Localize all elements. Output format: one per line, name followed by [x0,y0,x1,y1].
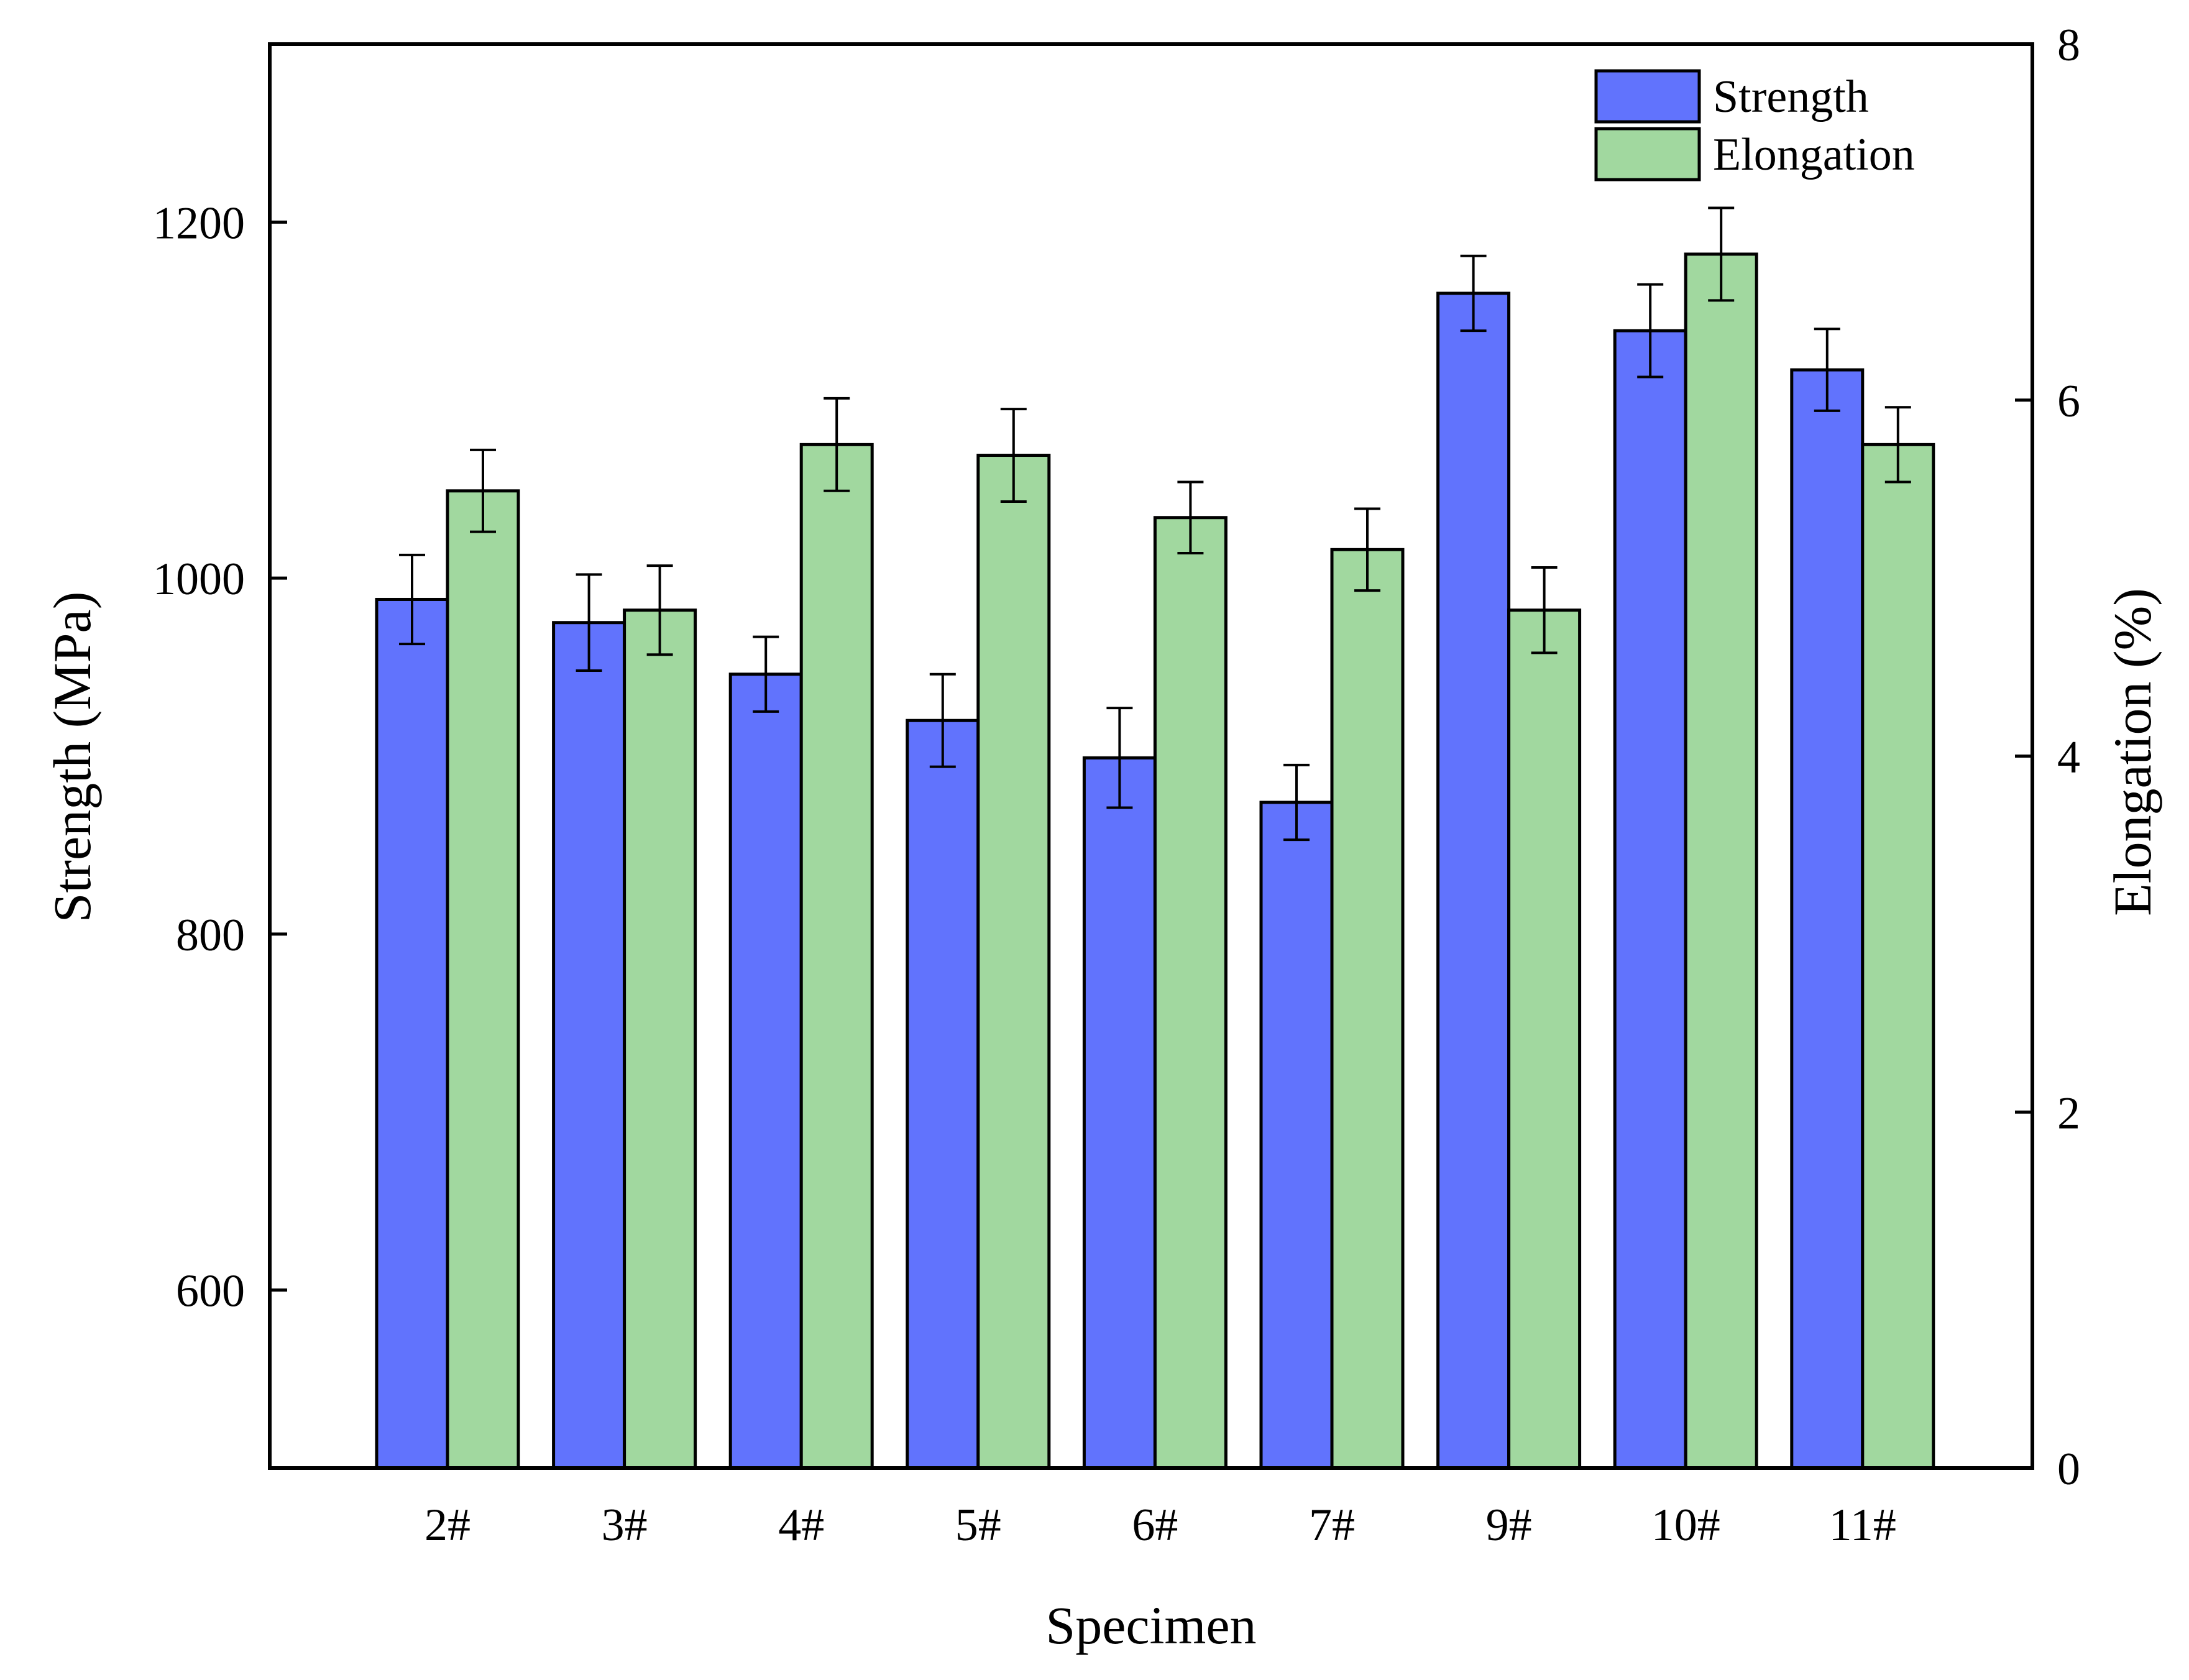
right-y-axis-label: Elongation (%) [2103,588,2162,916]
bar-strength-6 [1082,756,1157,1470]
bar-elongation-5 [976,454,1051,1470]
bar-elongation-9 [1507,608,1582,1470]
bar-strength-5 [906,718,980,1470]
legend-swatch-strength [1594,69,1701,124]
left-y-tick-label-1000: 1000 [153,554,245,605]
x-tick-label-7: 7# [1309,1500,1355,1551]
bar-elongation-11 [1861,443,1935,1470]
left-y-axis-label: Strength (MPa) [42,592,102,923]
x-tick-label-4: 4# [778,1500,824,1551]
x-tick-label-5: 5# [955,1500,1001,1551]
x-tick-label-9: 9# [1486,1500,1532,1551]
bar-elongation-2 [446,489,520,1470]
x-tick-label-11: 11# [1829,1500,1896,1551]
axes-layer: 2# 3# 4# 5# 6# 7# 9# 10# 11# 600 800 1000 1200 0 2 4 6 8 [153,20,2080,1551]
legend-label-strength: Strength [1713,71,1869,122]
x-tick-label-10: 10# [1651,1500,1720,1551]
x-tick-label-3: 3# [602,1500,648,1551]
bar-strength-7 [1259,801,1334,1470]
error-bars-layer [399,206,1911,842]
legend-swatch-elongation [1594,127,1701,181]
x-axis-label: Specimen [1045,1595,1256,1655]
left-y-tick-label-1200: 1200 [153,198,245,249]
right-y-tick-label-8: 8 [2057,20,2080,71]
bar-strength-9 [1436,291,1511,1470]
bar-strength-2 [375,597,449,1470]
right-y-tick-label-2: 2 [2057,1088,2080,1139]
left-y-tick-label-600: 600 [176,1266,245,1317]
right-y-tick-label-6: 6 [2057,376,2080,427]
legend-label-elongation: Elongation [1713,129,1915,180]
right-y-tick-label-4: 4 [2057,732,2080,783]
bar-elongation-7 [1330,548,1405,1470]
bars-layer [375,252,1935,1470]
legend: Strength Elongation [1594,69,1915,181]
bar-elongation-10 [1684,252,1758,1470]
bar-strength-10 [1613,329,1687,1470]
bar-elongation-4 [799,443,874,1470]
bar-strength-11 [1790,368,1865,1470]
bar-elongation-3 [623,608,697,1470]
bar-strength-4 [728,672,803,1470]
x-tick-label-2: 2# [424,1500,470,1551]
left-y-tick-label-800: 800 [176,910,245,961]
right-y-tick-label-0: 0 [2057,1444,2080,1495]
x-tick-label-6: 6# [1132,1500,1178,1551]
bar-strength-3 [552,621,626,1470]
bar-elongation-6 [1153,516,1228,1470]
